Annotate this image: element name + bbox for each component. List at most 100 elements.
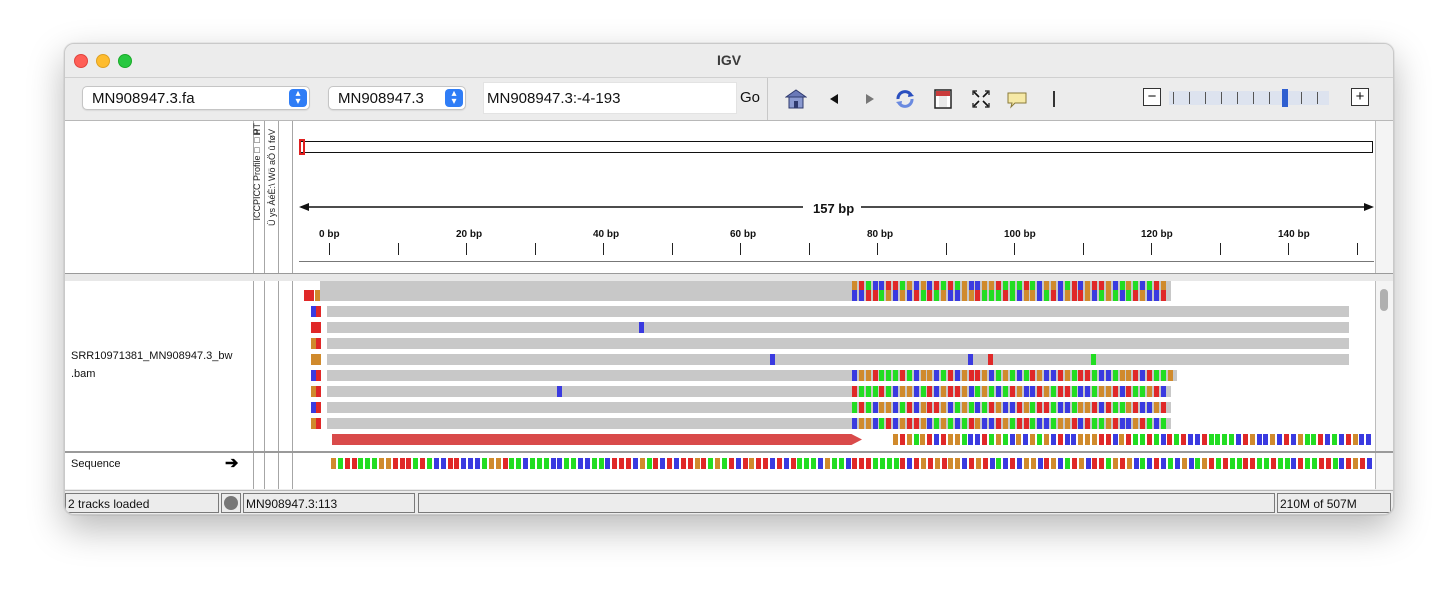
zoom-slider-thumb[interactable]: [1282, 89, 1288, 107]
mismatch-base: [311, 338, 316, 349]
mismatch-base: [1120, 402, 1125, 413]
mismatch-base: [1291, 434, 1296, 445]
mismatch-base: [927, 281, 932, 292]
go-button[interactable]: Go: [740, 89, 761, 106]
strand-arrow-icon[interactable]: ➔: [225, 455, 239, 472]
zoom-in-button[interactable]: +: [1351, 88, 1369, 106]
minimize-window-button[interactable]: [96, 54, 110, 68]
reference-base: [1195, 458, 1200, 469]
ruler-area[interactable]: 157 bp 0 bp 20 bp 40 bp 60 bp 80 bp 100 bp 120…: [299, 121, 1374, 273]
mismatch-base: [982, 418, 987, 429]
back-icon[interactable]: [823, 88, 845, 110]
reference-base: [633, 458, 638, 469]
mismatch-base: [1065, 402, 1070, 413]
mismatch-base: [982, 290, 987, 301]
mismatch-base: [1099, 290, 1104, 301]
forward-icon[interactable]: [859, 88, 881, 110]
mismatch-base: [989, 281, 994, 292]
aligned-read[interactable]: [327, 418, 1171, 429]
reference-base: [592, 458, 597, 469]
mismatch-base: [921, 290, 926, 301]
aligned-read[interactable]: [320, 281, 1171, 292]
selected-read[interactable]: [332, 434, 862, 445]
locus-input[interactable]: MN908947.3:-4-193: [483, 82, 737, 114]
aligned-read[interactable]: [327, 354, 1349, 365]
mismatch-base: [921, 370, 926, 381]
mismatch-base: [1353, 434, 1358, 445]
mismatch-base: [1051, 386, 1056, 397]
alignment-reads-area[interactable]: [299, 281, 1374, 451]
alignment-scrollbar-thumb[interactable]: [1380, 289, 1388, 311]
mismatch-base: [316, 306, 322, 317]
attribute-header-2[interactable]: Ü ys ÀéÈ:\ Wö aÖ û føV: [267, 129, 277, 227]
reference-base: [976, 458, 981, 469]
aligned-read[interactable]: [327, 338, 1349, 349]
mismatch-base: [955, 402, 960, 413]
zoom-window-button[interactable]: [118, 54, 132, 68]
mismatch-base: [893, 418, 898, 429]
mismatch-base: [1147, 370, 1152, 381]
zoom-out-button[interactable]: −: [1143, 88, 1161, 106]
reference-base: [1099, 458, 1104, 469]
attribute-header-3[interactable]: PT: [252, 123, 262, 135]
aligned-read[interactable]: [327, 370, 1177, 381]
mismatch-base: [1003, 418, 1008, 429]
aligned-read[interactable]: [327, 386, 1171, 397]
mismatch-base: [1017, 281, 1022, 292]
alignment-scrollbar[interactable]: [1375, 281, 1393, 451]
alignment-track-name-2[interactable]: .bam: [71, 368, 96, 380]
mismatch-base: [907, 386, 912, 397]
mismatch-base: [1072, 402, 1077, 413]
chromosome-dropdown[interactable]: MN908947.3 ▴ ▾: [328, 86, 466, 110]
aligned-read[interactable]: [327, 306, 1349, 317]
reference-base: [571, 458, 576, 469]
fit-to-window-icon[interactable]: [970, 88, 992, 110]
aligned-read[interactable]: [320, 290, 1171, 301]
mismatch-base: [1065, 386, 1070, 397]
genome-dropdown[interactable]: MN908947.3.fa ▴ ▾: [82, 86, 310, 110]
mismatch-base: [1078, 370, 1083, 381]
ruler-tick-label: 0 bp: [319, 229, 340, 240]
mismatch-base: [955, 434, 960, 445]
mismatch-base: [907, 434, 912, 445]
chromosome-ideogram[interactable]: [300, 141, 1373, 153]
reference-base: [736, 458, 741, 469]
ruler-tick: [603, 243, 604, 255]
roi-icon[interactable]: [932, 88, 954, 110]
sequence-bases-area[interactable]: [299, 453, 1374, 489]
header-panel: ICCPICC Profile□□H Ü ys ÀéÈ:\ Wö aÖ û fø…: [65, 121, 1393, 273]
mismatch-base: [982, 281, 987, 292]
reference-base: [1257, 458, 1262, 469]
alignment-track-name[interactable]: SRR10971381_MN908947.3_bw: [71, 350, 233, 362]
mismatch-base: [1181, 434, 1186, 445]
mismatch-base: [989, 386, 994, 397]
popup-info-icon[interactable]: [1006, 88, 1028, 110]
mismatch-base: [1078, 434, 1083, 445]
mismatch-base: [907, 290, 912, 301]
mismatch-base: [1126, 370, 1131, 381]
refresh-icon[interactable]: [894, 88, 916, 110]
reference-base: [1003, 458, 1008, 469]
mismatch-base: [893, 281, 898, 292]
mismatch-base: [1017, 418, 1022, 429]
reference-base: [544, 458, 549, 469]
aligned-read[interactable]: [327, 322, 1349, 333]
reference-base: [681, 458, 686, 469]
home-icon[interactable]: [785, 88, 807, 110]
close-window-button[interactable]: [74, 54, 88, 68]
mismatch-base: [914, 290, 919, 301]
zoom-slider[interactable]: [1169, 89, 1329, 107]
header-scrollbar[interactable]: [1375, 121, 1393, 273]
mismatch-base: [962, 402, 967, 413]
mismatch-base: [927, 290, 932, 301]
aligned-read[interactable]: [327, 402, 1171, 413]
ruler-tick-label: 100 bp: [1004, 229, 1036, 240]
mismatch-base: [948, 290, 953, 301]
sequence-track-name[interactable]: Sequence: [71, 458, 121, 470]
attribute-header-1[interactable]: ICCPICC Profile□□H: [252, 129, 262, 221]
mismatch-base: [893, 434, 898, 445]
mismatch-base: [941, 290, 946, 301]
sequence-scrollbar[interactable]: [1375, 453, 1393, 489]
mismatch-base: [1058, 434, 1063, 445]
mismatch-base: [1010, 290, 1015, 301]
